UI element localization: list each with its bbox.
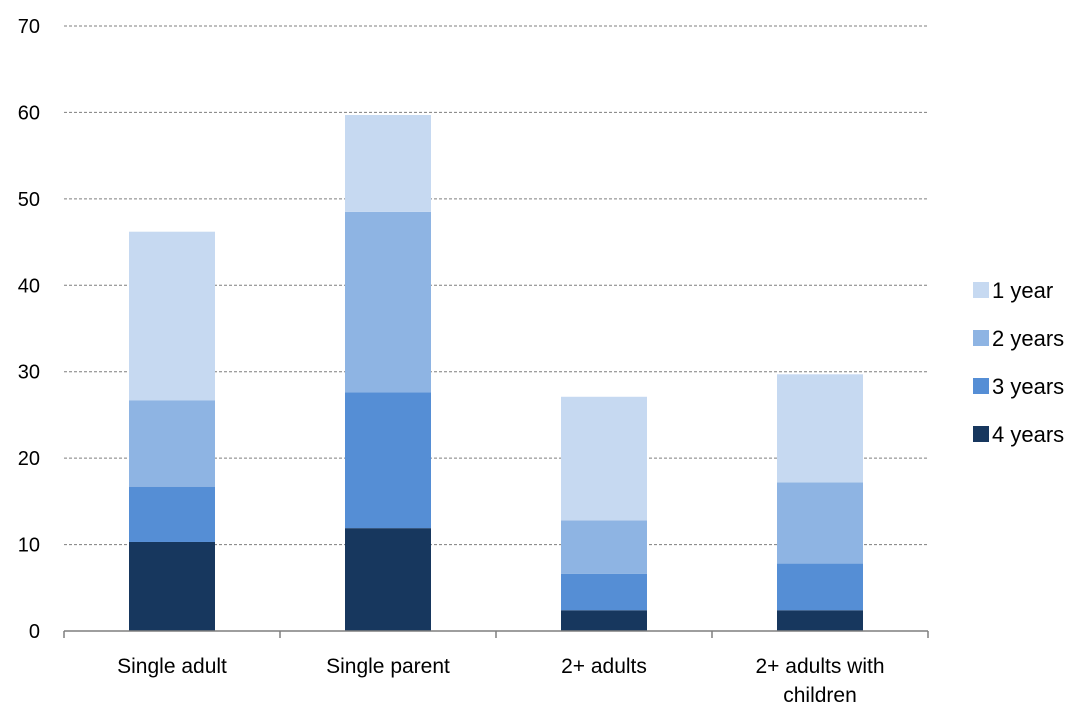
legend: 1 year 2 years 3 years 4 years xyxy=(973,278,1064,447)
bar-single-parent-2-years xyxy=(345,211,431,393)
bar-single-parent-4-years xyxy=(345,528,431,631)
legend-label-1-year: 1 year xyxy=(992,278,1053,303)
x-axis-category-labels: Single adult Single parent 2+ adults 2+ adu… xyxy=(117,655,884,706)
y-tick-label-0: 0 xyxy=(29,621,40,643)
legend-label-3-years: 3 years xyxy=(992,374,1064,399)
x-axis xyxy=(63,630,929,638)
bar-2-adults-with-children-1-year xyxy=(777,374,863,483)
x-category-label-2-adults: 2+ adults xyxy=(561,655,647,678)
legend-swatch-1-year xyxy=(973,282,989,298)
bar-2-adults-with-children-3-years xyxy=(777,563,863,611)
bar-single-parent-1-year xyxy=(345,115,431,212)
bar-single-adult-2-years xyxy=(129,400,215,487)
legend-label-4-years: 4 years xyxy=(992,422,1064,447)
y-tick-label-30: 30 xyxy=(18,362,40,384)
bar-2-adults-1-year xyxy=(561,396,647,521)
bar-single-adult-1-year xyxy=(129,231,215,401)
legend-swatch-3-years xyxy=(973,378,989,394)
bar-2-adults-2-years xyxy=(561,520,647,574)
y-tick-label-10: 10 xyxy=(18,535,40,557)
y-tick-label-70: 70 xyxy=(18,16,40,38)
bar-single-parent-3-years xyxy=(345,392,431,529)
bar-2-adults-3-years xyxy=(561,573,647,611)
legend-swatch-2-years xyxy=(973,330,989,346)
bars xyxy=(129,115,863,631)
bar-single-adult-4-years xyxy=(129,541,215,631)
x-category-label-2-adults-with-children: 2+ adults with children xyxy=(756,655,885,706)
y-tick-label-20: 20 xyxy=(18,448,40,470)
y-tick-label-40: 40 xyxy=(18,275,40,297)
legend-swatch-4-years xyxy=(973,426,989,442)
y-tick-label-60: 60 xyxy=(18,102,40,124)
x-category-label-single-adult: Single adult xyxy=(117,655,227,678)
y-tick-label-50: 50 xyxy=(18,189,40,211)
y-axis-tick-labels: 0 10 20 30 40 50 60 70 xyxy=(18,16,40,643)
bar-2-adults-with-children-4-years xyxy=(777,610,863,631)
bar-2-adults-with-children-2-years xyxy=(777,482,863,564)
x-category-label-single-parent: Single parent xyxy=(326,655,450,678)
bar-2-adults-4-years xyxy=(561,610,647,631)
bar-single-adult-3-years xyxy=(129,486,215,542)
legend-label-2-years: 2 years xyxy=(992,326,1064,351)
